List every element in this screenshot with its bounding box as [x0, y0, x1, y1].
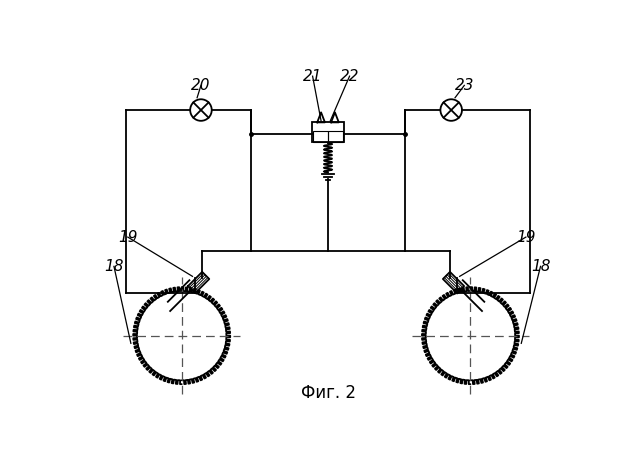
Text: 18: 18	[531, 259, 550, 274]
Text: 22: 22	[340, 69, 359, 84]
Bar	[312, 122, 344, 142]
Text: 23: 23	[454, 78, 474, 93]
Bar	[314, 131, 328, 142]
Text: 19: 19	[118, 230, 138, 245]
Text: 18: 18	[104, 259, 124, 274]
Text: 21: 21	[303, 69, 323, 84]
Bar	[328, 131, 342, 142]
Text: 19: 19	[516, 230, 536, 245]
Text: Фиг. 2: Фиг. 2	[301, 384, 355, 402]
Text: 20: 20	[191, 78, 211, 93]
